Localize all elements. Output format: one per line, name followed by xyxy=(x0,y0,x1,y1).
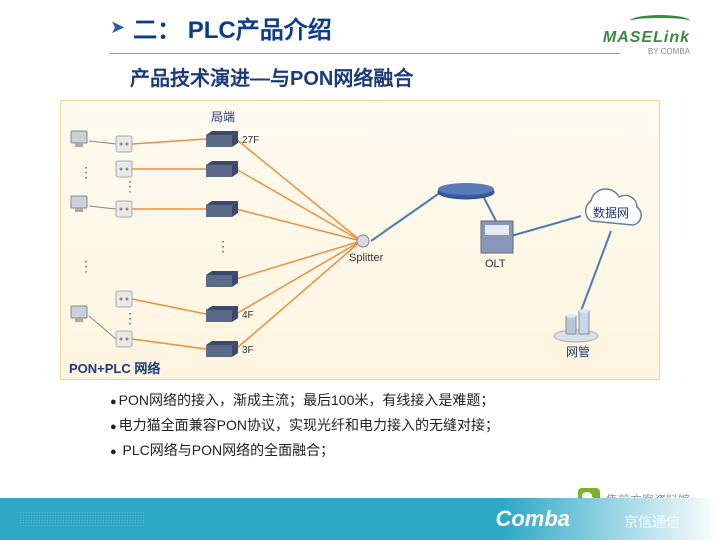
svg-text:3F: 3F xyxy=(242,345,254,356)
svg-text:PON+PLC 网络: PON+PLC 网络 xyxy=(69,361,160,376)
slide-title: 二： PLC产品介绍 xyxy=(133,10,332,45)
bullet-item: PLC网络与PON网络的全面融合； xyxy=(110,438,660,463)
footer-right-text: 京信通信 xyxy=(624,512,680,532)
svg-text:局端: 局端 xyxy=(211,110,235,124)
title-arrow-icon: ➤ xyxy=(110,17,125,38)
bullet-item: PON网络的接入，渐成主流；最后100米，有线接入是难题； xyxy=(110,388,660,413)
footer-brand: Comba xyxy=(495,506,570,532)
slide-subtitle: 产品技术演进—与PON网络融合 xyxy=(130,62,413,91)
slide-header: ➤ 二： PLC产品介绍 MASELink BY COMBA xyxy=(0,10,720,60)
svg-text:⋮: ⋮ xyxy=(123,310,137,326)
divider-line xyxy=(110,53,620,54)
bullet-list: PON网络的接入，渐成主流；最后100米，有线接入是难题； 电力猫全面兼容PON… xyxy=(110,388,660,464)
brand-logo: MASELink BY COMBA xyxy=(603,15,690,56)
slide-footer: ::::::::::::::::::::::::::::::::::::::::… xyxy=(0,498,720,540)
svg-text:⋮: ⋮ xyxy=(216,238,230,254)
svg-text:⋮: ⋮ xyxy=(123,178,137,194)
svg-text:Splitter: Splitter xyxy=(349,252,384,264)
network-diagram: ⋮ ⋮ ⋮ ⋮ 27F 4F 3F ⋮ 局端 Splitter OLT 数据网网管 PON+PLC 网络 xyxy=(60,100,660,380)
svg-text:数据网: 数据网 xyxy=(593,205,629,220)
svg-text:4F: 4F xyxy=(242,310,254,321)
svg-text:⋮: ⋮ xyxy=(79,164,93,180)
svg-text:OLT: OLT xyxy=(485,258,506,270)
bullet-item: 电力猫全面兼容PON协议，实现光纤和电力接入的无缝对接； xyxy=(110,413,660,438)
svg-text:网管: 网管 xyxy=(566,344,590,359)
footer-dots: ::::::::::::::::::::::::::::::::::::::::… xyxy=(20,513,145,528)
svg-text:27F: 27F xyxy=(242,135,259,146)
svg-text:⋮: ⋮ xyxy=(79,258,93,274)
